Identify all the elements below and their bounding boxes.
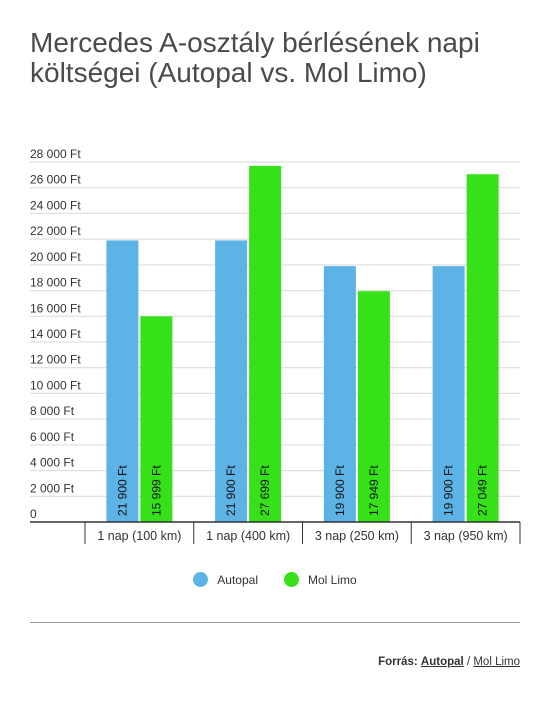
y-tick-label: 4 000 Ft xyxy=(30,456,75,470)
y-tick-label: 12 000 Ft xyxy=(30,353,81,367)
bar xyxy=(249,165,282,522)
y-tick-label: 16 000 Ft xyxy=(30,301,81,315)
y-tick-label: 24 000 Ft xyxy=(30,198,81,212)
y-tick-label: 8 000 Ft xyxy=(30,404,75,418)
legend-label-autopal: Autopal xyxy=(217,572,258,587)
legend-item-mol-limo[interactable]: Mol Limo xyxy=(284,572,357,587)
y-tick-label: 14 000 Ft xyxy=(30,327,81,341)
y-tick-label: 2 000 Ft xyxy=(30,481,75,495)
source-label: Forrás: xyxy=(378,656,418,668)
bar xyxy=(106,240,139,522)
y-tick-label: 6 000 Ft xyxy=(30,430,75,444)
legend-item-autopal[interactable]: Autopal xyxy=(193,572,258,587)
bar xyxy=(357,291,390,522)
x-tick-label: 1 nap (100 km) xyxy=(97,529,181,543)
y-tick-label: 10 000 Ft xyxy=(30,378,81,392)
x-tick-label: 3 nap (250 km) xyxy=(315,529,399,543)
x-tick-label: 3 nap (950 km) xyxy=(424,529,508,543)
bar-data-label: 19 900 Ft xyxy=(333,465,347,516)
source-separator: / xyxy=(466,656,471,668)
legend-label-mol-limo: Mol Limo xyxy=(308,572,357,587)
y-tick-label: 26 000 Ft xyxy=(30,173,81,187)
legend-swatch-autopal xyxy=(193,572,209,587)
footer-divider xyxy=(30,622,520,623)
bar-data-label: 27 699 Ft xyxy=(258,465,272,516)
bar xyxy=(140,316,173,522)
bar-data-label: 15 999 Ft xyxy=(149,465,163,516)
source-link-mol-limo[interactable]: Mol Limo xyxy=(473,656,520,668)
chart-title: Mercedes A-osztály bérlésének napi költs… xyxy=(30,27,480,88)
y-tick-label: 20 000 Ft xyxy=(30,250,81,264)
bar-data-label: 27 049 Ft xyxy=(476,465,490,516)
legend-swatch-mol-limo xyxy=(284,572,299,587)
bar-data-label: 19 900 Ft xyxy=(442,465,456,516)
y-tick-label: 22 000 Ft xyxy=(30,224,81,238)
source-link-autopal[interactable]: Autopal xyxy=(420,656,464,668)
y-tick-label: 0 xyxy=(30,507,37,521)
bar-data-label: 21 900 Ft xyxy=(224,465,238,516)
bar xyxy=(432,266,465,522)
bar xyxy=(466,174,499,522)
bar-chart: 0 2 000 Ft 4 000 Ft 6 000 Ft 8 000 Ft 10 000 … xyxy=(30,147,521,544)
bar-data-label: 21 900 Ft xyxy=(115,465,129,516)
bar xyxy=(323,266,356,522)
source-credit: Forrás: Autopal / Mol Limo xyxy=(378,656,520,668)
x-tick-label: 1 nap (400 km) xyxy=(206,529,290,543)
y-tick-label: 28 000 Ft xyxy=(30,147,81,161)
bar-data-label: 17 949 Ft xyxy=(367,465,381,516)
y-tick-label: 18 000 Ft xyxy=(30,276,81,290)
bar xyxy=(215,240,248,522)
legend: Autopal Mol Limo xyxy=(0,572,550,587)
